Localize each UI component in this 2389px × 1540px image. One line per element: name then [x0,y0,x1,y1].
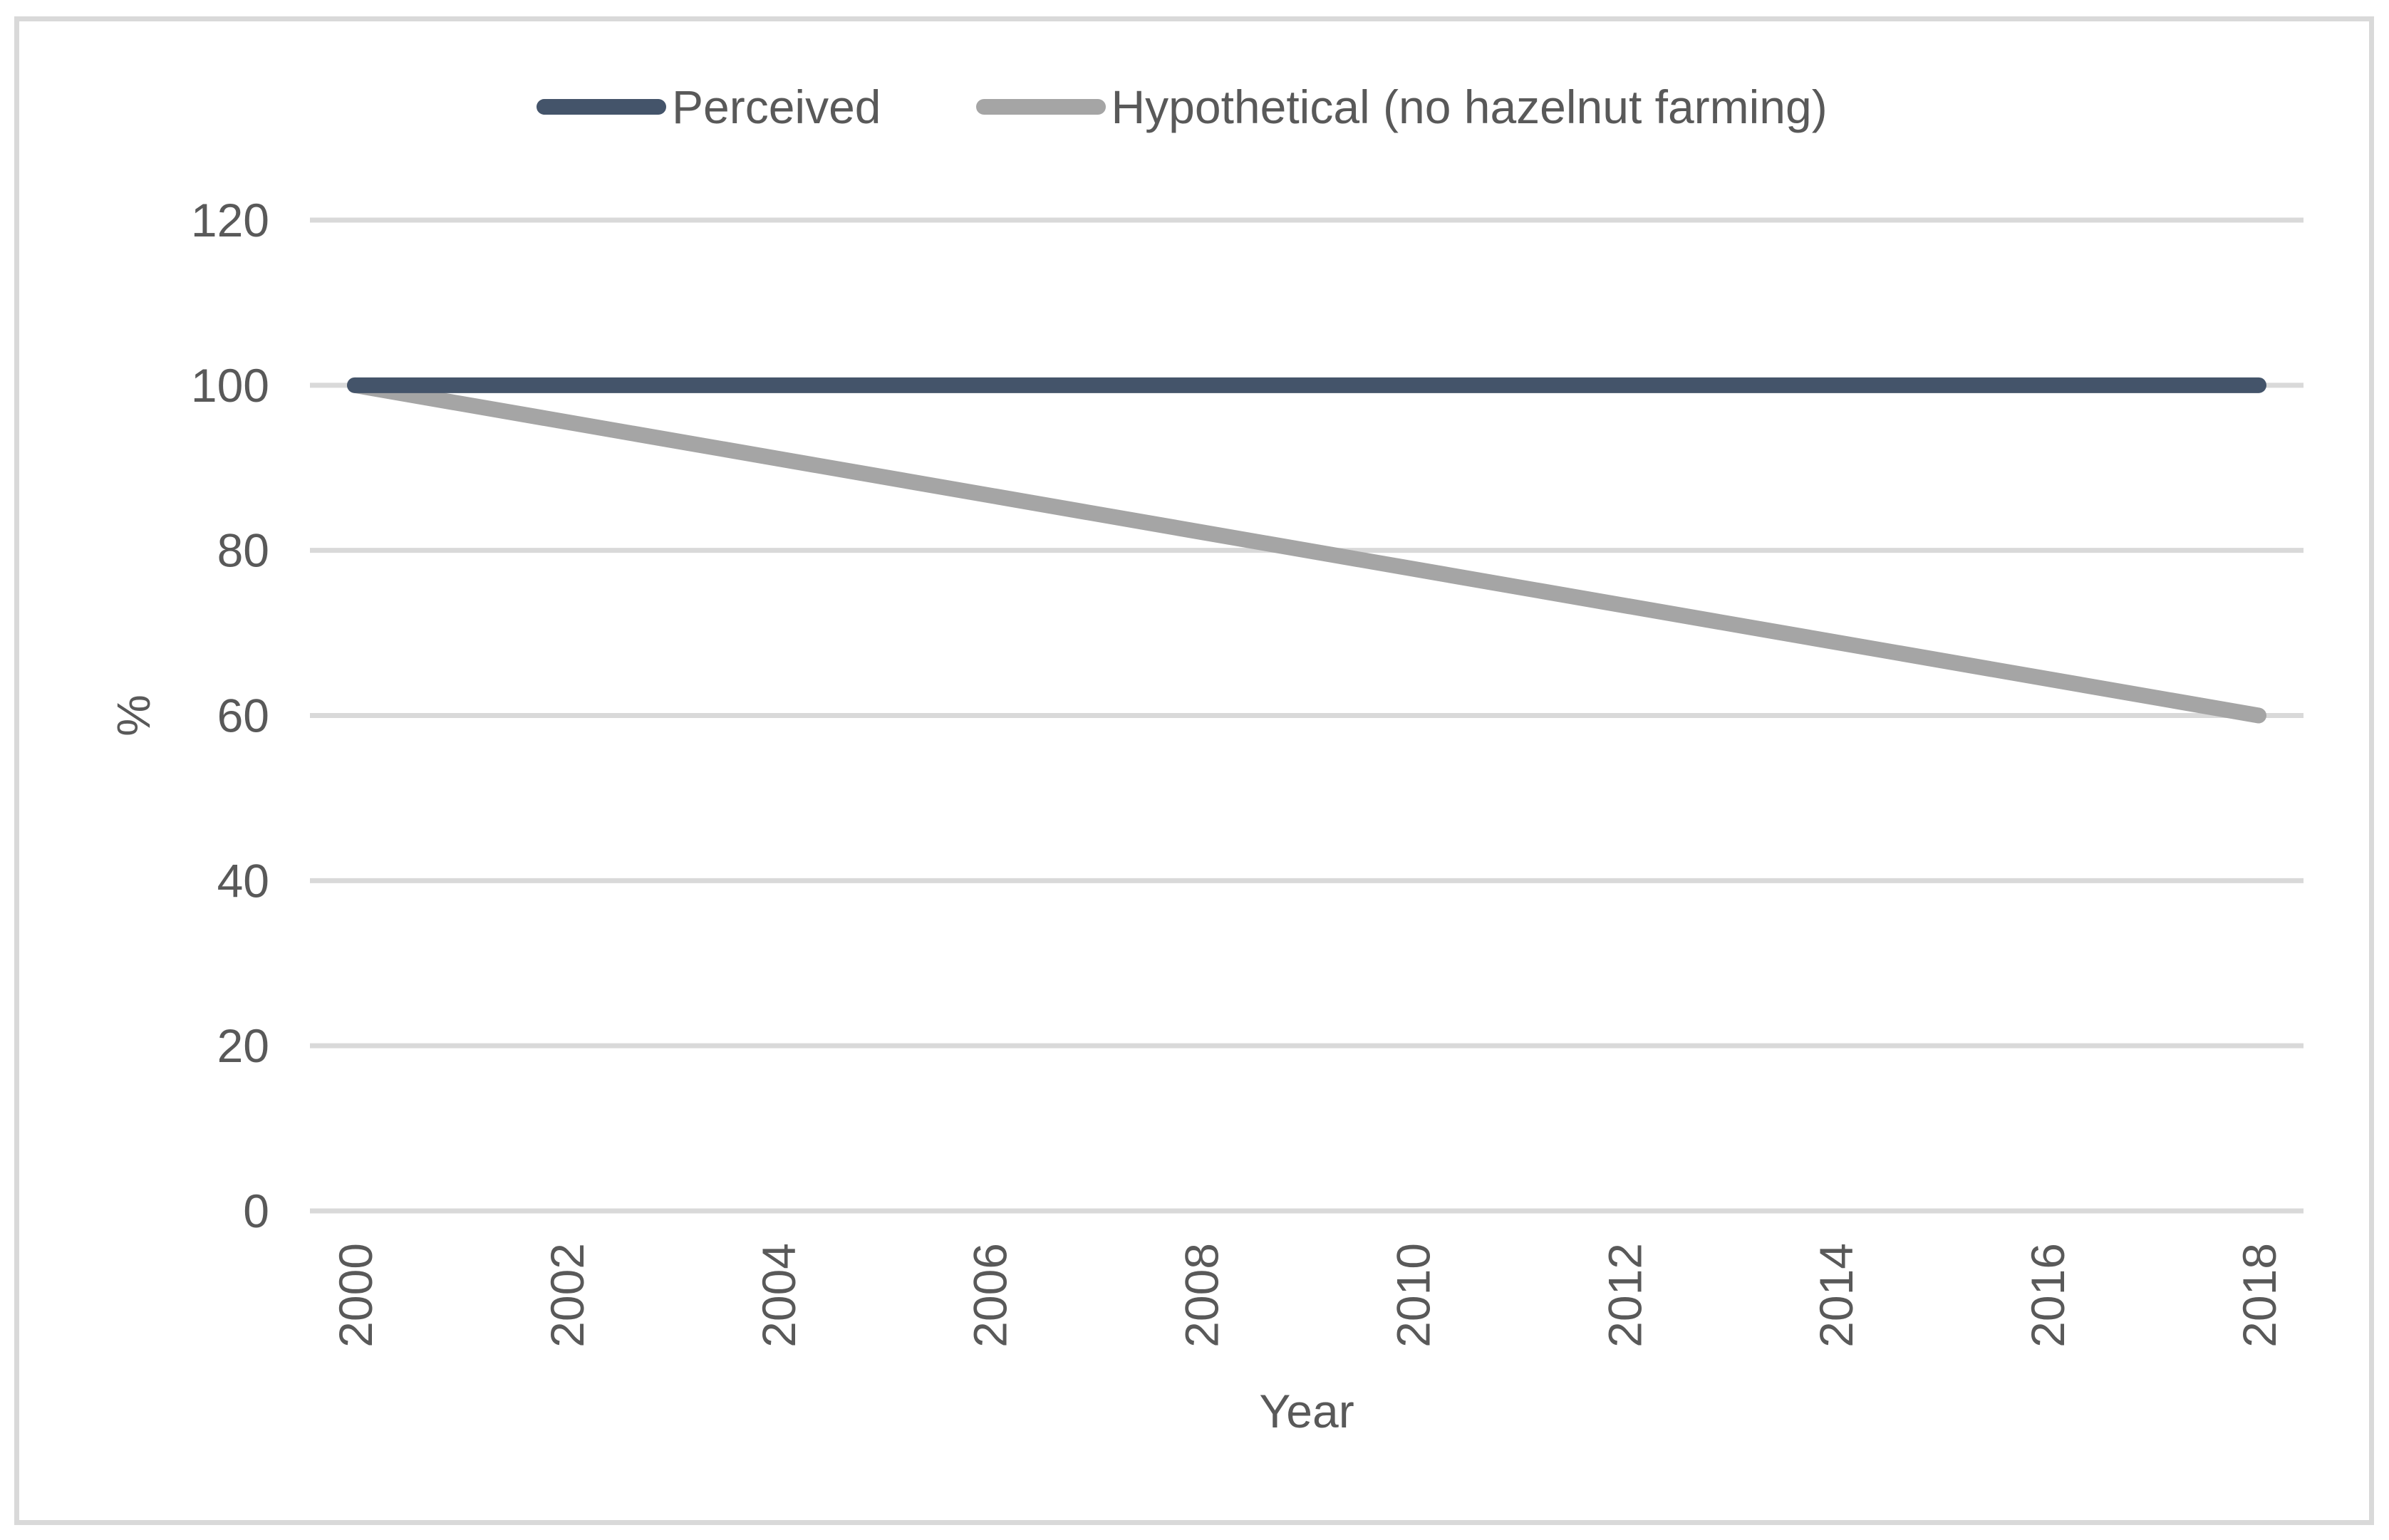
x-tick-label: 2002 [541,1243,594,1348]
x-tick-label: 2004 [752,1243,805,1348]
y-tick-label: 40 [217,854,269,907]
legend-label-perceived: Perceived [672,80,881,133]
y-tick-label: 0 [243,1185,269,1237]
x-tick-label: 2000 [329,1243,382,1348]
legend-swatch-perceived [537,99,666,115]
x-tick-label: 2014 [1810,1243,1862,1348]
series-line-hypothetical [347,377,2266,724]
x-tick-label: 2012 [1598,1243,1651,1348]
legend: Perceived Hypothetical (no hazelnut farmi… [537,80,1828,134]
y-axis-title: % [107,694,160,737]
x-tick-label: 2008 [1176,1243,1228,1348]
x-tick-label: 2018 [2233,1243,2286,1348]
legend-item-hypothetical: Hypothetical (no hazelnut farming) [975,80,1828,133]
legend-swatch-hypothetical [975,99,1106,115]
y-tick-label: 60 [217,690,269,742]
legend-label-hypothetical: Hypothetical (no hazelnut farming) [1111,80,1828,133]
x-tick-label: 2016 [2021,1243,2074,1348]
x-axis-title: Year [1259,1385,1354,1437]
x-tick-label: 2006 [964,1243,1017,1348]
y-tick-label: 20 [217,1019,269,1072]
y-tick-label: 100 [191,359,269,412]
y-tick-label: 120 [191,194,269,246]
chart-frame-border [14,16,2374,1525]
legend-item-perceived: Perceived [537,83,881,130]
x-tick-label: 2010 [1387,1243,1439,1348]
y-tick-label: 80 [217,524,269,577]
